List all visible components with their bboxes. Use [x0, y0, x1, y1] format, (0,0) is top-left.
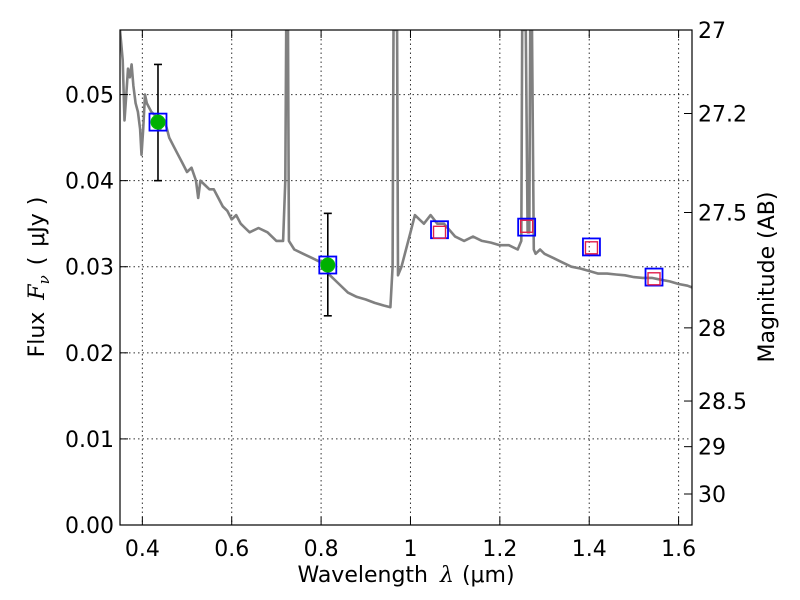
- point-layer: [148, 112, 664, 287]
- x-tick-label: 0.6: [214, 537, 249, 562]
- plot-frame: [119, 29, 693, 526]
- y-tick-label: 0.02: [65, 342, 114, 367]
- x-tick-label: 1.4: [572, 537, 607, 562]
- tick-label-layer: 0.4 0.6 0.8 1 1.2 1.4 1.6 0.00 0.01 0.02 0.03 0.04 0…: [65, 19, 747, 562]
- nondetection-square: [519, 219, 534, 233]
- model-photometry-square: [582, 237, 601, 257]
- mag-tick-label: 28: [698, 317, 726, 342]
- nondetection-square: [647, 272, 661, 286]
- mag-tick-label: 28.5: [698, 390, 747, 415]
- model-photometry-square: [148, 112, 168, 132]
- mag-tick-label: 27.5: [698, 202, 747, 227]
- y-tick-label: 0.01: [65, 428, 114, 453]
- y-axis-title: FluxFν(μJy): [25, 197, 53, 358]
- y2-axis-title: Magnitude (AB): [755, 192, 780, 363]
- model-photometry-square: [318, 255, 338, 275]
- grid-lines: [120, 30, 692, 525]
- detection-point: [150, 114, 166, 130]
- x-tick-label: 1: [403, 537, 417, 562]
- mag-tick-label: 27.2: [698, 103, 747, 128]
- errorbar-layer: [153, 63, 332, 317]
- y-tick-label: 0.05: [65, 84, 114, 109]
- mag-tick-label: 27: [698, 19, 726, 44]
- nondetection-square: [584, 241, 599, 255]
- nondetection-square: [432, 225, 447, 240]
- y-tick-label: 0.03: [65, 256, 114, 281]
- x-tick-label: 1.6: [661, 537, 696, 562]
- x-tick-label: 0.8: [304, 537, 339, 562]
- sed-model-curve: [120, 30, 692, 309]
- detection-point: [320, 257, 336, 273]
- sed-layer: [120, 30, 692, 309]
- model-photometry-square: [517, 217, 537, 237]
- x-tick-label: 0.4: [125, 537, 160, 562]
- x-axis-title: Wavelength λ (μm): [297, 563, 514, 588]
- y-tick-label: 0.00: [65, 514, 114, 539]
- mag-tick-label: 29: [698, 436, 726, 461]
- x-tick-label: 1.2: [482, 537, 517, 562]
- mag-tick-label: 30: [698, 483, 726, 508]
- y-tick-label: 0.04: [65, 170, 114, 195]
- model-photometry-square: [644, 267, 664, 287]
- tick-layer: [120, 29, 692, 526]
